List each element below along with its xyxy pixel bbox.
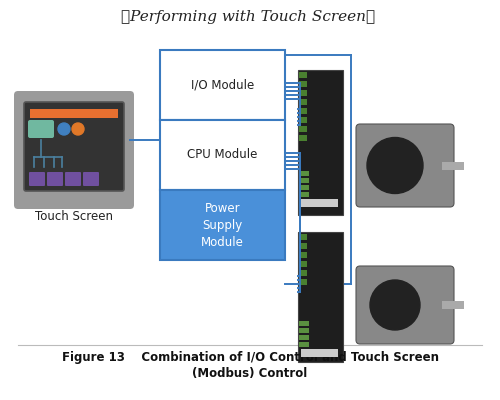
Bar bbox=[299, 261, 307, 267]
FancyBboxPatch shape bbox=[65, 172, 81, 186]
Bar bbox=[160, 50, 285, 120]
FancyBboxPatch shape bbox=[28, 120, 54, 138]
Bar bbox=[160, 190, 285, 260]
Bar bbox=[299, 117, 307, 123]
Bar bbox=[299, 185, 309, 190]
Bar bbox=[299, 335, 309, 340]
Bar bbox=[442, 301, 464, 309]
Bar bbox=[299, 243, 307, 249]
Text: Touch Screen: Touch Screen bbox=[35, 210, 113, 223]
Text: Power
Supply
Module: Power Supply Module bbox=[201, 202, 244, 248]
Bar bbox=[299, 279, 307, 285]
Bar bbox=[299, 192, 309, 197]
Bar bbox=[301, 349, 338, 357]
Bar bbox=[298, 232, 343, 362]
Bar bbox=[442, 162, 464, 170]
Bar bbox=[299, 270, 307, 276]
Text: 《Performing with Touch Screen》: 《Performing with Touch Screen》 bbox=[121, 10, 375, 24]
FancyBboxPatch shape bbox=[47, 172, 63, 186]
Text: Figure 13    Combination of I/O Control and Touch Screen: Figure 13 Combination of I/O Control and… bbox=[62, 352, 438, 364]
Bar bbox=[299, 135, 307, 141]
Bar bbox=[301, 199, 338, 207]
Text: (Modbus) Control: (Modbus) Control bbox=[192, 366, 308, 380]
Circle shape bbox=[370, 280, 420, 330]
Bar bbox=[299, 342, 309, 347]
Bar bbox=[299, 108, 307, 114]
Bar bbox=[299, 99, 307, 105]
FancyBboxPatch shape bbox=[83, 172, 99, 186]
Bar bbox=[299, 81, 307, 87]
Circle shape bbox=[72, 123, 84, 135]
Bar bbox=[298, 70, 343, 215]
FancyBboxPatch shape bbox=[14, 91, 134, 209]
Text: CPU Module: CPU Module bbox=[188, 148, 258, 162]
FancyBboxPatch shape bbox=[24, 102, 124, 191]
FancyBboxPatch shape bbox=[356, 266, 454, 344]
Text: I/O Module: I/O Module bbox=[191, 78, 254, 92]
Bar bbox=[30, 109, 118, 118]
Bar bbox=[299, 252, 307, 258]
Bar bbox=[160, 120, 285, 190]
Bar bbox=[299, 234, 307, 240]
Bar bbox=[299, 321, 309, 326]
FancyBboxPatch shape bbox=[356, 124, 454, 207]
Bar bbox=[299, 178, 309, 183]
Bar bbox=[299, 72, 307, 78]
Bar bbox=[299, 126, 307, 132]
Circle shape bbox=[58, 123, 70, 135]
Circle shape bbox=[367, 138, 423, 194]
FancyBboxPatch shape bbox=[29, 172, 45, 186]
Bar bbox=[299, 90, 307, 96]
Bar bbox=[299, 328, 309, 333]
Bar bbox=[299, 171, 309, 176]
